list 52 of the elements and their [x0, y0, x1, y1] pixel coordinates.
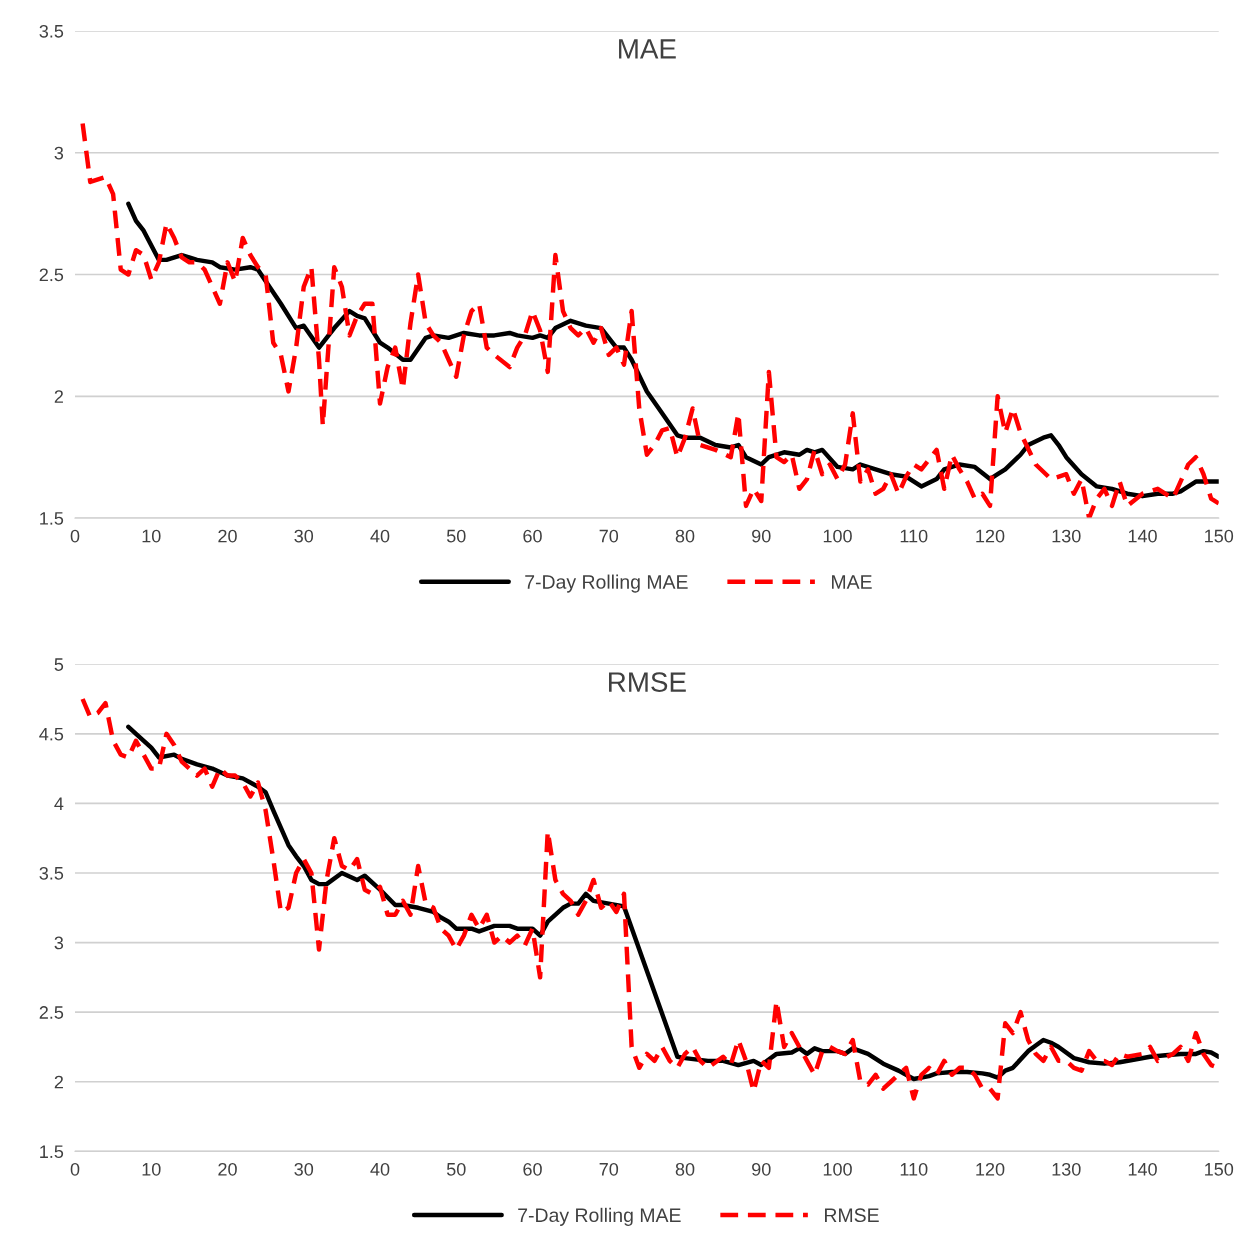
x-tick-label: 150: [1205, 529, 1234, 543]
y-tick-label: 2: [54, 390, 63, 403]
x-tick-label: 80: [675, 1162, 695, 1176]
y-tick-label: 3: [54, 936, 64, 950]
x-tick-label: 80: [675, 529, 695, 543]
y-tick-label: 2: [54, 1075, 63, 1089]
x-tick-label: 10: [142, 1162, 161, 1176]
x-tick-label: 10: [142, 529, 161, 543]
x-tick-label: 60: [523, 529, 542, 543]
x-tick-label: 140: [1128, 1162, 1157, 1176]
x-tick-label: 120: [976, 1162, 1005, 1176]
x-tick-label: 20: [218, 529, 237, 543]
x-tick-label: 20: [218, 1162, 237, 1176]
x-tick-label: 50: [446, 1162, 466, 1176]
y-tick-label: 2.5: [39, 1006, 64, 1019]
x-tick-label: 100: [823, 1162, 852, 1176]
y-tick-label: 1.5: [40, 1145, 64, 1159]
x-tick-label: 30: [294, 529, 314, 543]
x-tick-label: 110: [900, 1162, 928, 1176]
chart-title: MAE: [619, 39, 676, 59]
x-tick-label: 0: [70, 529, 80, 543]
x-tick-label: 30: [294, 1162, 314, 1176]
x-tick-label: 50: [446, 529, 466, 543]
chart-title: RMSE: [609, 672, 686, 692]
x-tick-label: 140: [1128, 529, 1157, 543]
y-tick-label: 3.5: [39, 866, 64, 880]
y-tick-label: 3: [54, 146, 64, 160]
legend-label: 7-Day Rolling MAE: [518, 1207, 681, 1226]
x-tick-label: 40: [370, 1162, 390, 1176]
x-tick-label: 40: [370, 529, 390, 543]
y-tick-label: 4: [54, 797, 64, 810]
x-tick-label: 90: [752, 1162, 771, 1176]
y-tick-label: 4.5: [39, 727, 64, 741]
x-tick-label: 70: [599, 1162, 619, 1176]
x-tick-label: 100: [823, 529, 852, 543]
x-tick-label: 130: [1052, 1162, 1081, 1176]
x-tick-label: 0: [70, 1162, 80, 1176]
x-tick-label: 130: [1052, 529, 1081, 543]
legend-label: MAE: [832, 575, 872, 589]
y-tick-label: 2.5: [39, 268, 64, 282]
x-tick-label: 120: [976, 529, 1005, 543]
line-series: [80, 121, 1219, 519]
y-tick-label: 3.5: [39, 24, 64, 38]
x-tick-label: 110: [900, 529, 928, 543]
x-tick-label: 150: [1205, 1162, 1234, 1176]
x-tick-label: 60: [523, 1162, 542, 1176]
legend-label: 7-Day Rolling MAE: [525, 574, 688, 593]
y-tick-label: 1.5: [40, 512, 64, 525]
x-tick-label: 90: [752, 529, 771, 543]
legend-label: RMSE: [825, 1208, 879, 1223]
x-tick-label: 70: [599, 529, 619, 543]
y-tick-label: 5: [54, 658, 64, 671]
